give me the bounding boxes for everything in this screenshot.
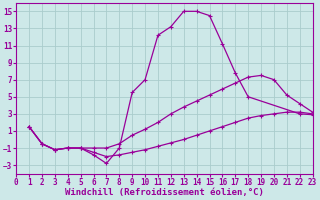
X-axis label: Windchill (Refroidissement éolien,°C): Windchill (Refroidissement éolien,°C) <box>65 188 264 197</box>
